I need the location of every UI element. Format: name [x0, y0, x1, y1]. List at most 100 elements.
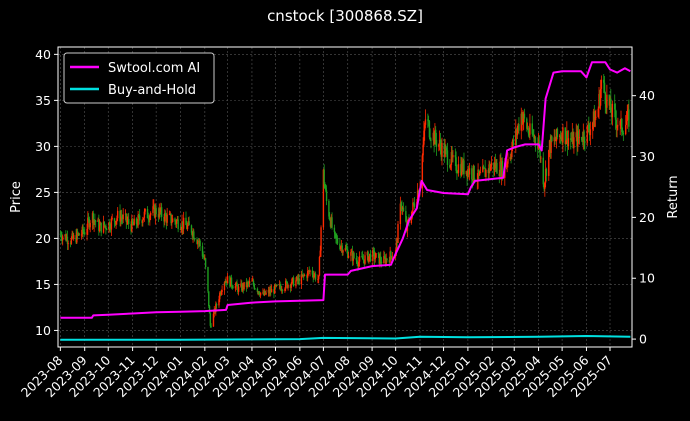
candle-body: [319, 250, 321, 257]
candle-body: [92, 213, 95, 225]
candle-body: [263, 292, 265, 296]
candle-body: [276, 284, 278, 286]
candle-body: [130, 223, 132, 232]
candle-body: [312, 274, 314, 278]
candle-body: [416, 190, 419, 202]
candle-body: [325, 187, 327, 191]
candle-body: [345, 247, 347, 249]
candle-body: [229, 276, 231, 287]
candle-body: [413, 202, 415, 204]
candle-body: [65, 236, 68, 241]
candle-body: [621, 131, 624, 134]
candle-body: [417, 190, 420, 196]
candle-body: [226, 276, 229, 284]
candle-body: [328, 200, 330, 217]
candle-body: [540, 157, 542, 159]
candle-body: [116, 218, 118, 221]
candle-body: [318, 256, 321, 276]
candle-body: [237, 286, 239, 292]
candle-body: [252, 280, 254, 282]
candle-body: [241, 284, 244, 291]
candle-body: [493, 162, 495, 170]
candle-body: [278, 284, 281, 286]
candle-body: [554, 137, 556, 141]
candle-body: [593, 111, 596, 127]
candle-body: [234, 285, 237, 289]
y-tick-label-left: 25: [35, 185, 51, 200]
candle-body: [544, 182, 546, 189]
candle-body: [555, 140, 557, 142]
candle-body: [181, 221, 183, 229]
candle-body: [428, 121, 431, 138]
candle-body: [237, 286, 240, 292]
candle-body: [209, 313, 212, 326]
candle-body: [334, 232, 336, 234]
candle-body: [494, 162, 497, 169]
candle-body: [461, 162, 464, 172]
legend-label-ai: Swtool.com AI: [108, 61, 200, 76]
candle-body: [105, 225, 107, 230]
candle-body: [339, 246, 342, 250]
candle-body: [77, 233, 80, 235]
candle-body: [335, 233, 337, 238]
candle-body: [113, 218, 116, 222]
candle-body: [131, 219, 133, 232]
candle-body: [275, 284, 277, 287]
candle-body: [405, 211, 407, 222]
candle-body: [264, 290, 266, 295]
candle-body: [482, 166, 485, 168]
candle-body: [153, 205, 155, 207]
candle-body: [296, 276, 298, 281]
candle-body: [571, 132, 574, 141]
candle-body: [175, 220, 178, 224]
candle-body: [561, 137, 563, 143]
candle-body: [298, 277, 300, 285]
candle-body: [328, 216, 331, 220]
candle-body: [589, 129, 592, 136]
candle-body: [566, 130, 569, 147]
candle-body: [463, 160, 465, 175]
candle-body: [534, 137, 537, 144]
candle-body: [204, 258, 206, 260]
candle-body: [197, 241, 200, 243]
candle-body: [531, 123, 533, 134]
candle-body: [586, 125, 588, 143]
candle-body: [254, 288, 256, 290]
candle-body: [193, 231, 195, 239]
y-tick-label-left: 35: [35, 93, 51, 108]
candle-body: [66, 236, 69, 244]
candle-body: [350, 252, 352, 256]
candle-body: [197, 241, 199, 244]
candle-body: [322, 169, 325, 228]
candle-body: [208, 291, 210, 307]
candle-body: [573, 137, 575, 148]
candle-body: [127, 219, 130, 224]
candle-body: [124, 213, 127, 215]
candle-body: [253, 284, 256, 289]
candle-body: [245, 282, 248, 288]
candle-body: [548, 150, 550, 176]
candle-body: [81, 226, 84, 235]
candle-body: [499, 161, 501, 177]
candle-body: [575, 132, 577, 138]
candle-body: [121, 217, 124, 220]
candle-body: [291, 278, 293, 285]
candle-body: [135, 218, 138, 225]
candle-body: [230, 277, 232, 287]
candle-body: [226, 280, 228, 284]
candle-body: [325, 190, 328, 201]
candle-body: [303, 275, 306, 276]
candle-body: [88, 218, 91, 228]
candle-body: [522, 113, 525, 120]
candle-body: [501, 161, 504, 178]
candle-body: [369, 253, 371, 257]
candle-body: [532, 133, 534, 135]
candle-body: [225, 280, 227, 283]
y-axis-label-left: Price: [9, 181, 24, 213]
candle-body: [599, 88, 602, 106]
candle-body: [424, 124, 426, 131]
candle-body: [584, 141, 586, 143]
candle-body: [383, 256, 386, 258]
candle-body: [355, 257, 358, 261]
candle-body: [83, 232, 86, 235]
